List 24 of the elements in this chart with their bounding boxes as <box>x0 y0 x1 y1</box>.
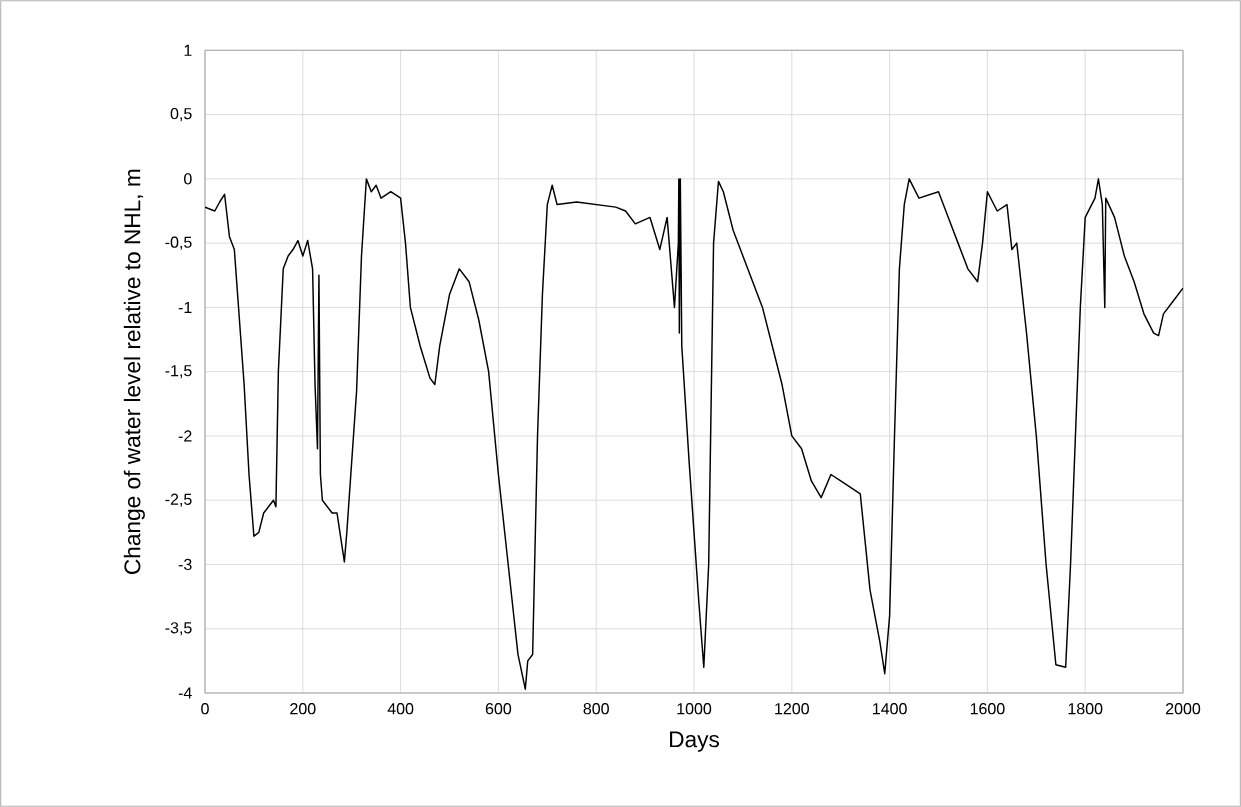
x-tick-label: 1600 <box>970 703 1005 715</box>
y-tick-label: 1 <box>184 44 192 56</box>
y-tick-label: 0,5 <box>170 107 192 122</box>
x-tick-label: 1200 <box>775 703 809 715</box>
y-tick-label: -0,5 <box>165 236 192 250</box>
x-tick-label: 2000 <box>1166 703 1201 715</box>
x-tick-label: 200 <box>290 703 316 715</box>
x-tick-label: 1000 <box>677 703 712 715</box>
y-tick-label: -4 <box>178 687 192 699</box>
x-tick-label: 400 <box>387 703 414 715</box>
x-tick-label: 600 <box>485 703 512 715</box>
x-tick-label: 800 <box>583 703 609 715</box>
x-tick-label: 1400 <box>873 703 907 715</box>
y-tick-label: -2 <box>178 430 192 442</box>
y-tick-label: 0 <box>184 173 192 185</box>
y-tick-label: -1 <box>178 301 192 313</box>
x-tick-label: 1800 <box>1068 703 1103 715</box>
y-axis-title: Change of water level relative to NHL, m <box>123 169 145 574</box>
y-tick-label: -3 <box>178 558 192 571</box>
x-axis-title: Days <box>670 731 720 752</box>
y-tick-label: -2,5 <box>165 493 192 507</box>
x-tick-label: 0 <box>201 703 209 715</box>
y-tick-label: -1,5 <box>165 365 192 379</box>
y-tick-label: -3,5 <box>165 622 192 636</box>
